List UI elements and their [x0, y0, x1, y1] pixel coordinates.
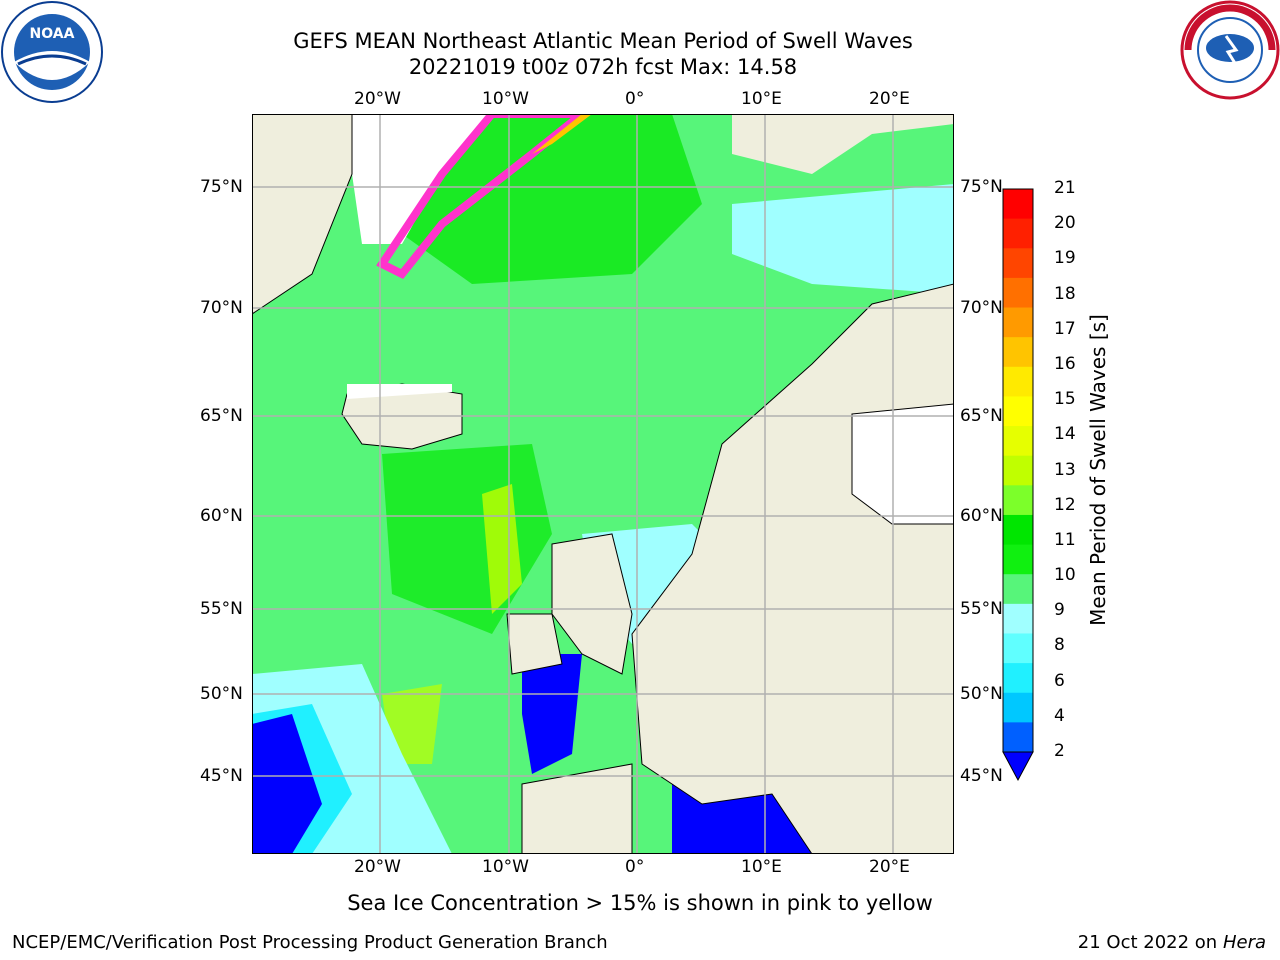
map-title: GEFS MEAN Northeast Atlantic Mean Period… [293, 29, 913, 53]
colorbar-segment [1003, 663, 1033, 694]
map-subtitle: 20221019 t00z 072h fcst Max: 14.58 [408, 55, 798, 79]
colorbar-tick-label: 20 [1054, 213, 1076, 234]
colorbar-tick-label: 10 [1054, 565, 1076, 586]
lat-label-right-3: 60°N [960, 506, 1003, 526]
lat-label-right-2: 65°N [960, 406, 1003, 426]
colorbar-tick-label: 11 [1054, 529, 1076, 550]
lat-label-left-3: 60°N [200, 506, 243, 526]
colorbar-tick-label: 8 [1054, 635, 1065, 656]
noaa-logo: NOAA [1, 1, 103, 103]
footer-date: 21 Oct 2022 on Hera [1078, 932, 1266, 953]
colorbar-segment [1003, 189, 1033, 220]
colorbar-tick-label: 9 [1054, 600, 1065, 621]
footer-host: Hera [1222, 932, 1266, 953]
colorbar-segment [1003, 722, 1033, 753]
lon-label-top-3: 10°E [741, 89, 782, 109]
colorbar-tick-label: 2 [1054, 741, 1065, 761]
colorbar-segment [1003, 277, 1033, 309]
colorbar-tick-label: 6 [1054, 670, 1065, 691]
lat-label-left-4: 55°N [200, 599, 243, 619]
colorbar-tick-label: 14 [1054, 424, 1076, 445]
lon-label-bottom-1: 10°W [482, 857, 529, 877]
lat-label-right-4: 55°N [960, 599, 1003, 619]
lat-label-left-6: 45°N [200, 766, 243, 786]
colorbar-tick-label: 18 [1054, 283, 1076, 304]
colorbar-segment [1003, 426, 1033, 457]
colorbar-segment [1003, 455, 1033, 486]
colorbar-tick-label: 16 [1054, 353, 1076, 374]
colorbar-label: Mean Period of Swell Waves [s] [1086, 314, 1110, 626]
colorbar-segment [1003, 692, 1033, 723]
colorbar-segment [1003, 603, 1033, 634]
colorbar-tick-label: 15 [1054, 389, 1076, 410]
colorbar-tick-label: 4 [1054, 705, 1065, 726]
lat-label-right-5: 50°N [960, 684, 1003, 704]
lon-label-bottom-3: 10°E [741, 857, 782, 877]
colorbar-segment [1003, 485, 1033, 516]
colorbar-tick-label: 12 [1054, 494, 1076, 515]
footer-date-text: 21 Oct 2022 on [1077, 932, 1223, 953]
lon-label-top-2: 0° [625, 89, 645, 109]
colorbar-extend-arrow [1002, 751, 1034, 782]
lat-label-right-1: 70°N [960, 298, 1003, 318]
map-plot [252, 114, 954, 854]
colorbar-segment [1003, 218, 1033, 249]
lon-label-top-4: 20°E [869, 89, 910, 109]
colorbar-tick-label: 13 [1054, 459, 1076, 480]
colorbar-tick-label: 21 [1054, 178, 1076, 198]
lon-label-top-1: 10°W [482, 89, 529, 109]
noaa-logo-text: NOAA [30, 26, 75, 42]
colorbar-segment [1003, 514, 1033, 546]
colorbar-segment [1003, 633, 1033, 664]
lat-label-left-5: 50°N [200, 684, 243, 704]
colorbar-segment [1003, 248, 1033, 279]
lon-label-bottom-4: 20°E [869, 857, 910, 877]
colorbar-segment [1003, 307, 1033, 338]
lat-label-right-0: 75°N [960, 177, 1003, 197]
lat-label-left-0: 75°N [200, 177, 243, 197]
lon-label-bottom-0: 20°W [354, 857, 401, 877]
colorbar-segment [1003, 574, 1033, 605]
colorbar-tick-label: 17 [1054, 318, 1076, 339]
lat-label-left-1: 70°N [200, 298, 243, 318]
colorbar-tick-label: 19 [1054, 248, 1076, 269]
lon-label-bottom-2: 0° [625, 857, 645, 877]
lat-label-right-6: 45°N [960, 766, 1003, 786]
sea-ice-caption: Sea Ice Concentration > 15% is shown in … [347, 891, 933, 915]
map-graticule [252, 114, 954, 854]
colorbar-segment [1003, 544, 1033, 575]
lat-label-left-2: 65°N [200, 406, 243, 426]
nws-logo [1180, 0, 1280, 100]
colorbar [1002, 188, 1034, 782]
colorbar-segment [1003, 396, 1033, 427]
footer-credit: NCEP/EMC/Verification Post Processing Pr… [12, 932, 608, 953]
colorbar-segment [1003, 366, 1033, 397]
lon-label-top-0: 20°W [354, 89, 401, 109]
colorbar-segment [1003, 337, 1033, 368]
